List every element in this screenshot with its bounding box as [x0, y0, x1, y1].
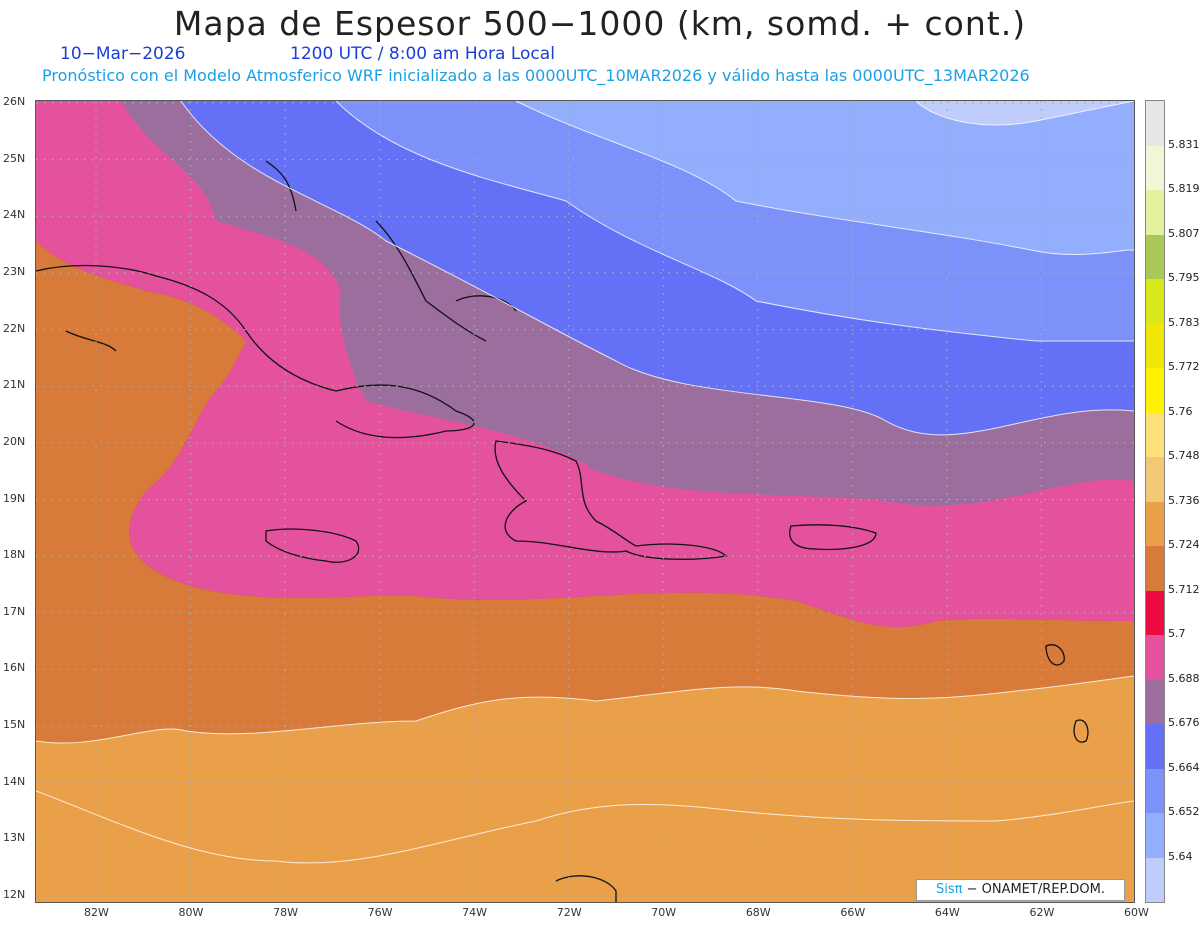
- contours: [36, 101, 1134, 864]
- cuba-north-coast: [36, 264, 337, 392]
- legend-swatch: [1146, 323, 1164, 368]
- lat-label: 23N: [3, 264, 26, 278]
- legend-swatch: [1146, 546, 1164, 591]
- legend-label: 5.736: [1168, 493, 1200, 507]
- thickness-map: [35, 100, 1135, 903]
- lon-label: 64W: [934, 906, 960, 919]
- legend-swatch: [1146, 857, 1164, 902]
- legend-label: 5.7: [1168, 627, 1186, 640]
- legend-swatch: [1146, 635, 1164, 680]
- lon-label: 68W: [745, 906, 771, 919]
- lon-label: 66W: [840, 906, 866, 919]
- lat-label: 24N: [3, 208, 26, 222]
- color-legend: [1145, 100, 1165, 903]
- lon-label: 72W: [556, 906, 582, 919]
- lat-label: 13N: [3, 831, 26, 845]
- cuba-east-coast: [335, 384, 475, 439]
- lat-label: 22N: [3, 321, 26, 335]
- lon-label: 82W: [84, 906, 109, 919]
- forecast-info: Pronóstico con el Modelo Atmosferico WRF…: [42, 66, 1030, 85]
- valid-time: 1200 UTC / 8:00 am Hora Local: [290, 44, 555, 64]
- legend-label: 5.795: [1168, 271, 1200, 284]
- legend-label: 5.712: [1168, 582, 1200, 596]
- legend-label: 5.664: [1168, 760, 1200, 774]
- guadeloupe-coast: [1045, 644, 1065, 666]
- legend-swatch: [1146, 190, 1164, 235]
- band-light-orange-south: [36, 791, 1134, 902]
- lon-label: 80W: [178, 906, 204, 919]
- lat-label: 18N: [3, 548, 26, 562]
- graticule: [36, 101, 1134, 902]
- legend-label: 5.676: [1168, 716, 1200, 729]
- legend-label: 5.76: [1168, 404, 1193, 418]
- lat-label: 20N: [3, 434, 26, 448]
- jamaica-coast: [265, 528, 360, 563]
- legend-swatch: [1146, 101, 1164, 146]
- lat-label: 15N: [3, 718, 26, 732]
- legend-label: 5.724: [1168, 538, 1200, 551]
- legend-swatch: [1146, 724, 1164, 769]
- martinique-coast: [1073, 719, 1089, 743]
- legend-swatch: [1146, 368, 1164, 413]
- map-canvas: [36, 101, 1134, 902]
- bahamas-chain: [375, 220, 487, 342]
- lat-label: 14N: [3, 774, 26, 788]
- valid-date: 10−Mar−2026: [60, 44, 186, 64]
- legend-label: 5.688: [1168, 671, 1200, 685]
- lon-label: 62W: [1029, 906, 1055, 919]
- cuba-west-coast: [65, 330, 117, 352]
- legend-swatch: [1146, 590, 1164, 635]
- legend-swatch: [1146, 412, 1164, 457]
- lat-label: 17N: [3, 604, 26, 618]
- lat-label: 19N: [3, 491, 26, 505]
- legend-label: 5.652: [1168, 805, 1200, 818]
- map-title: Mapa de Espesor 500−1000 (km, somd. + co…: [173, 4, 1027, 43]
- lon-label: 74W: [462, 906, 488, 919]
- hispaniola-coast: [494, 440, 728, 560]
- lat-label: 21N: [3, 378, 26, 392]
- credit-sis: Sisπ: [935, 882, 963, 897]
- lat-label: 12N: [3, 888, 26, 901]
- bahamas-andros: [265, 160, 297, 212]
- lat-label: 16N: [3, 661, 26, 675]
- legend-label: 5.831: [1168, 137, 1200, 151]
- legend-swatch: [1146, 501, 1164, 546]
- lon-label: 60W: [1124, 906, 1149, 919]
- lat-label: 26N: [3, 95, 26, 108]
- lat-label: 25N: [3, 151, 26, 165]
- legend-swatch: [1146, 279, 1164, 324]
- legend-swatch: [1146, 234, 1164, 279]
- legend-label: 5.772: [1168, 360, 1200, 373]
- credit-box: Sisπ − ONAMET/REP.DOM.: [916, 879, 1125, 901]
- legend-swatch: [1146, 457, 1164, 502]
- legend-label: 5.807: [1168, 226, 1200, 240]
- legend-swatch: [1146, 768, 1164, 813]
- south-america-coast: [555, 875, 617, 902]
- legend-label: 5.748: [1168, 449, 1200, 462]
- credit-org: − ONAMET/REP.DOM.: [966, 882, 1106, 897]
- legend-swatch: [1146, 679, 1164, 724]
- lon-label: 70W: [651, 906, 677, 919]
- lon-label: 78W: [273, 906, 298, 919]
- puerto-rico-coast: [789, 524, 877, 551]
- legend-label: 5.783: [1168, 315, 1200, 329]
- lon-label: 76W: [367, 906, 393, 919]
- legend-swatch: [1146, 145, 1164, 190]
- legend-swatch: [1146, 813, 1164, 858]
- legend-label: 5.819: [1168, 182, 1200, 195]
- legend-label: 5.64: [1168, 849, 1193, 863]
